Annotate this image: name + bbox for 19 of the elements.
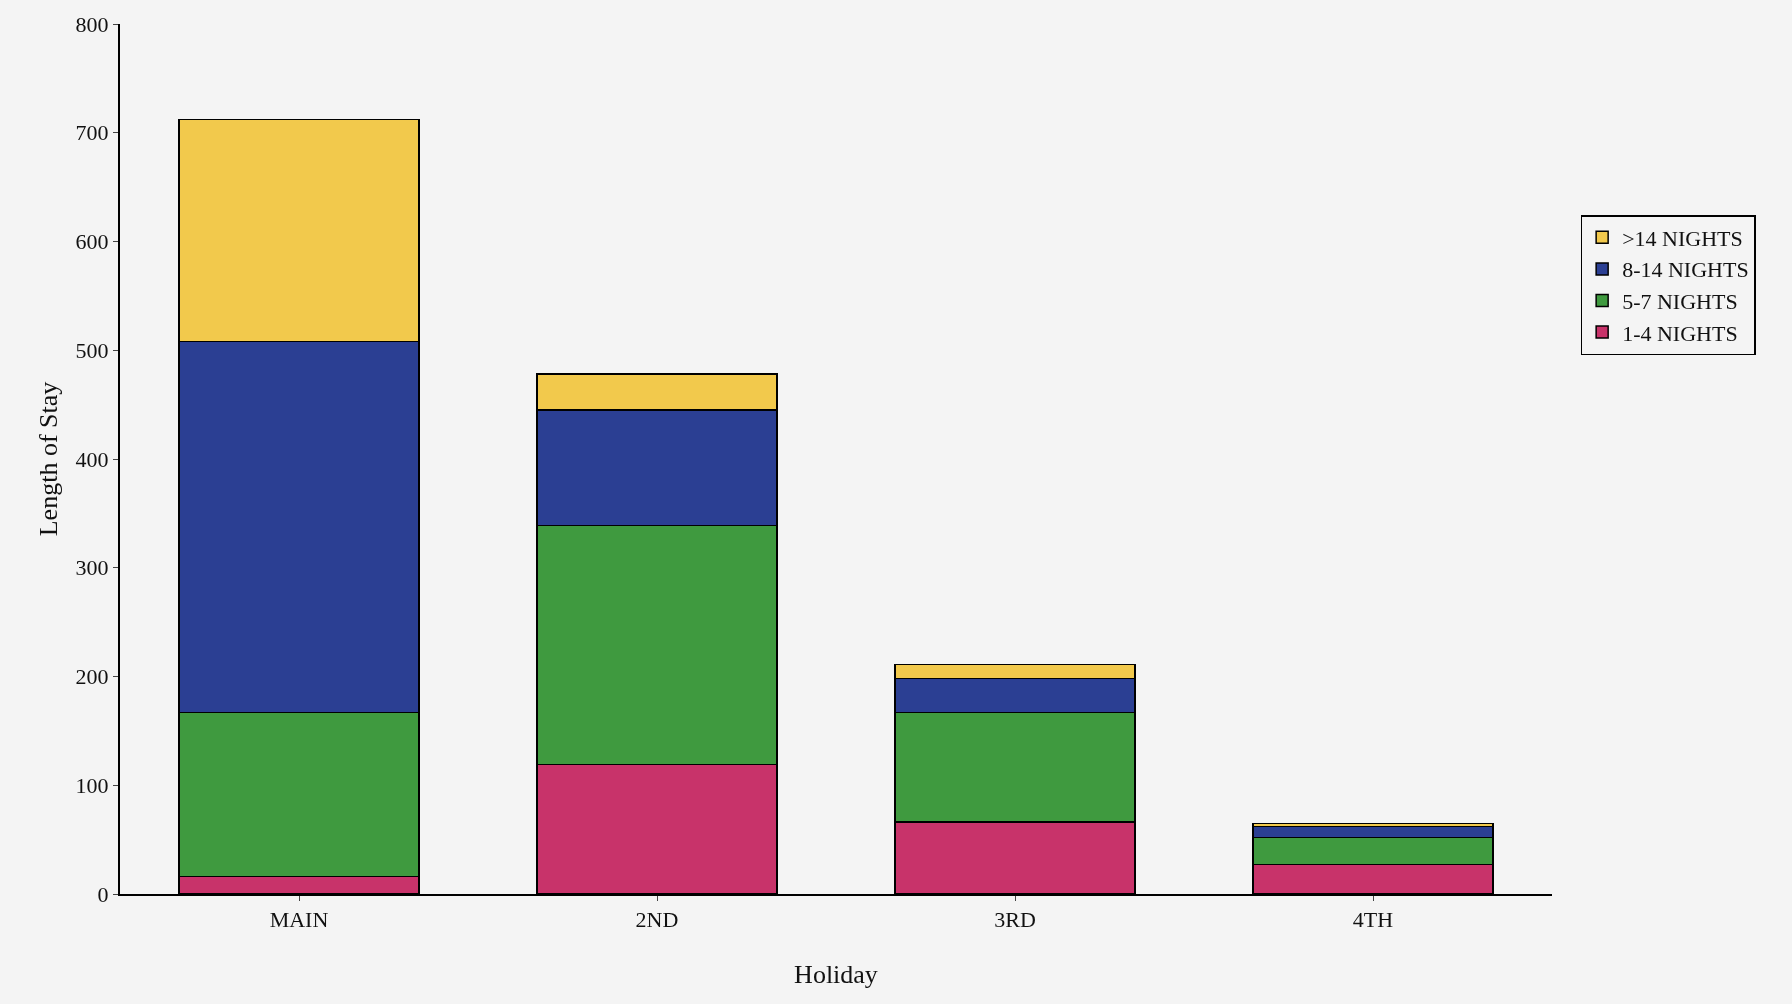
legend-label: >14 NIGHTS (1622, 225, 1743, 251)
legend-label: 5-7 NIGHTS (1622, 289, 1738, 315)
y-tick-label: 300 (75, 555, 109, 581)
x-tick-label: 4TH (1352, 907, 1394, 933)
legend-label: 8-14 NIGHTS (1622, 257, 1749, 283)
x-tick-label: 3RD (994, 907, 1036, 933)
y-tick-label: 500 (75, 337, 109, 363)
y-tick-label: 0 (97, 881, 109, 907)
y-tick-label: 100 (75, 772, 109, 798)
y-tick-label: 700 (75, 120, 109, 146)
x-tick-label: MAIN (269, 907, 329, 933)
y-tick-label: 600 (75, 229, 109, 255)
y-tick-label: 200 (75, 664, 109, 690)
y-tick-label: 400 (75, 446, 109, 472)
legend-label: 1-4 NIGHTS (1622, 320, 1738, 346)
y-tick-label: 800 (75, 11, 109, 37)
x-tick-label: 2ND (635, 907, 679, 933)
x-axis-title: Holiday (794, 960, 878, 989)
y-axis-title: Length of Stay (34, 381, 63, 537)
